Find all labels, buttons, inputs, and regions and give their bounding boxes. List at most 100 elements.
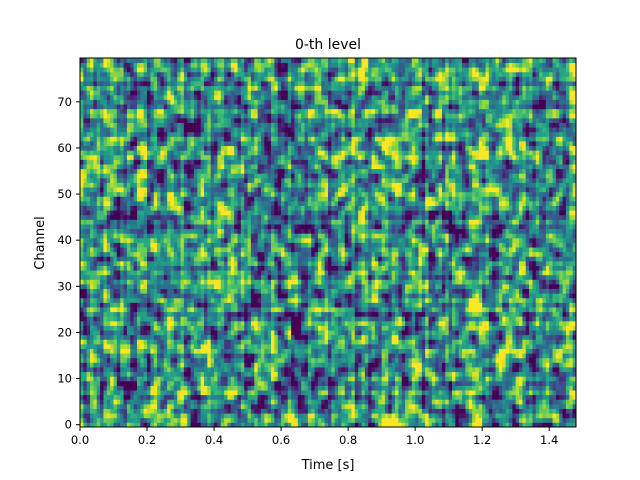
heatmap-cell: [120, 343, 124, 349]
heatmap-cell: [354, 339, 359, 345]
heatmap-cell: [348, 316, 352, 322]
heatmap-cell: [217, 311, 222, 317]
heatmap-cell: [462, 371, 466, 377]
heatmap-cell: [515, 325, 520, 331]
heatmap-cell: [358, 422, 362, 428]
heatmap-cell: [475, 293, 480, 299]
heatmap-cell: [522, 399, 527, 405]
heatmap-cell: [311, 279, 315, 285]
heatmap-cell: [116, 376, 121, 382]
heatmap-cell: [508, 403, 513, 409]
heatmap-cell: [529, 353, 533, 359]
heatmap-cell: [431, 399, 436, 405]
heatmap-cell: [93, 325, 98, 331]
heatmap-cell: [364, 334, 369, 340]
heatmap-cell: [368, 274, 372, 280]
heatmap-cell: [271, 408, 275, 414]
heatmap-cell: [227, 316, 232, 322]
heatmap-cell: [522, 311, 527, 317]
heatmap-cell: [123, 348, 128, 354]
heatmap-cell: [230, 348, 235, 354]
heatmap-cell: [281, 357, 285, 363]
heatmap-cell: [381, 380, 386, 386]
heatmap-cell: [465, 353, 470, 359]
heatmap-cell: [485, 330, 490, 336]
heatmap-cell: [465, 284, 470, 290]
heatmap-cell: [140, 274, 145, 280]
heatmap-cell: [441, 422, 446, 428]
heatmap-cell: [167, 371, 171, 377]
heatmap-cell: [542, 311, 547, 317]
heatmap-cell: [562, 288, 567, 294]
heatmap-cell: [411, 302, 416, 308]
heatmap-cell: [267, 334, 272, 340]
heatmap-cell: [311, 399, 315, 405]
heatmap-cell: [498, 385, 503, 391]
heatmap-cell: [153, 311, 158, 317]
heatmap-cell: [331, 367, 336, 373]
heatmap-cell: [535, 274, 540, 280]
heatmap-cell: [113, 413, 118, 419]
heatmap-cell: [157, 320, 161, 326]
heatmap-cell: [351, 376, 356, 382]
heatmap-cell: [133, 339, 138, 345]
heatmap-cell: [542, 320, 547, 326]
heatmap-cell: [411, 293, 416, 299]
heatmap-cell: [502, 339, 507, 345]
heatmap-cell: [100, 362, 104, 368]
heatmap-cell: [532, 408, 537, 414]
heatmap-cell: [130, 403, 135, 409]
heatmap-cell: [103, 284, 108, 290]
heatmap-cell: [157, 399, 161, 405]
heatmap-cell: [257, 367, 262, 373]
heatmap-cell: [328, 330, 332, 336]
heatmap-cell: [304, 348, 309, 354]
heatmap-cell: [170, 311, 175, 317]
heatmap-cell: [408, 288, 413, 294]
heatmap-cell: [247, 279, 252, 285]
heatmap-cell: [321, 330, 326, 336]
heatmap-cell: [562, 343, 567, 349]
heatmap-cell: [106, 399, 111, 405]
heatmap-cell: [569, 325, 574, 331]
heatmap-cell: [539, 311, 543, 317]
heatmap-cell: [247, 320, 252, 326]
heatmap-cell: [535, 408, 540, 414]
heatmap-cell: [438, 376, 443, 382]
heatmap-cell: [465, 390, 470, 396]
heatmap-cell: [167, 348, 171, 354]
heatmap-cell: [250, 403, 255, 409]
heatmap-cell: [381, 288, 386, 294]
heatmap-cell: [183, 279, 188, 285]
heatmap-cell: [539, 380, 543, 386]
heatmap-cell: [438, 270, 443, 276]
heatmap-cell: [368, 399, 372, 405]
heatmap-cell: [113, 279, 118, 285]
heatmap-cell: [328, 380, 332, 386]
heatmap-cell: [193, 339, 198, 345]
heatmap-cell: [395, 330, 399, 336]
heatmap-cell: [431, 357, 436, 363]
heatmap-cell: [452, 316, 456, 322]
heatmap-cell: [405, 417, 409, 423]
heatmap-cell: [240, 288, 245, 294]
heatmap-cell: [217, 334, 222, 340]
heatmap-cell: [291, 376, 295, 382]
heatmap-cell: [210, 325, 215, 331]
heatmap-cell: [106, 417, 111, 423]
heatmap-cell: [86, 325, 91, 331]
heatmap-cell: [110, 316, 114, 322]
heatmap-cell: [559, 413, 563, 419]
heatmap-cell: [565, 380, 570, 386]
heatmap-cell: [220, 367, 225, 373]
heatmap-cell: [106, 316, 111, 322]
heatmap-cell: [328, 297, 332, 303]
heatmap-cell: [478, 274, 483, 280]
heatmap-cell: [465, 311, 470, 317]
heatmap-cell: [136, 325, 141, 331]
heatmap-cell: [96, 320, 101, 326]
heatmap-cell: [438, 380, 443, 386]
heatmap-cell: [438, 362, 443, 368]
heatmap-cell: [314, 376, 319, 382]
heatmap-cell: [405, 399, 409, 405]
